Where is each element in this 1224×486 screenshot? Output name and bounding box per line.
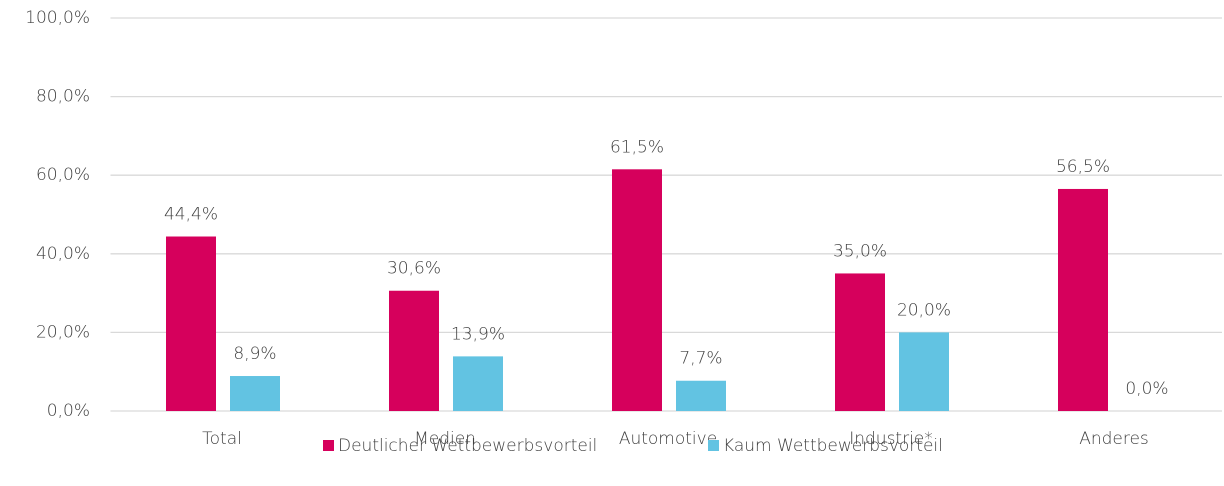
y-tick-label: 40,0% bbox=[36, 244, 90, 264]
legend-label: Kaum Wettbewerbsvorteil bbox=[723, 436, 943, 456]
bar bbox=[166, 236, 216, 411]
legend-swatch bbox=[323, 440, 334, 451]
bar bbox=[835, 273, 885, 411]
data-label: 56,5% bbox=[1056, 157, 1110, 177]
y-tick-label: 0,0% bbox=[47, 401, 90, 421]
bar bbox=[389, 290, 439, 411]
data-label: 44,4% bbox=[164, 205, 218, 225]
data-label: 8,9% bbox=[233, 344, 276, 364]
bar bbox=[612, 169, 662, 411]
x-tick-label: Automotive bbox=[619, 429, 717, 449]
data-label: 20,0% bbox=[897, 300, 951, 320]
legend-swatch bbox=[708, 440, 719, 451]
y-tick-label: 20,0% bbox=[36, 322, 90, 342]
bar bbox=[453, 356, 503, 411]
bar bbox=[230, 376, 280, 411]
y-tick-label: 60,0% bbox=[36, 165, 90, 185]
data-label: 7,7% bbox=[679, 349, 722, 369]
y-tick-label: 100,0% bbox=[25, 8, 90, 28]
data-label: 30,6% bbox=[387, 259, 441, 279]
legend-label: Deutlicher Wettbewerbsvorteil bbox=[338, 436, 597, 456]
data-label: 35,0% bbox=[833, 241, 887, 261]
bar bbox=[676, 380, 726, 411]
x-tick-label: Total bbox=[202, 429, 242, 449]
data-label: 61,5% bbox=[610, 137, 664, 157]
x-tick-label: Anderes bbox=[1079, 429, 1149, 449]
x-tick-label: Medien bbox=[414, 429, 476, 449]
x-tick-label: Industrie* bbox=[849, 429, 933, 449]
data-label: 13,9% bbox=[451, 324, 505, 344]
bar bbox=[899, 332, 949, 411]
bar bbox=[1058, 188, 1108, 411]
data-label: 0,0% bbox=[1125, 379, 1168, 399]
y-tick-label: 80,0% bbox=[36, 87, 90, 107]
